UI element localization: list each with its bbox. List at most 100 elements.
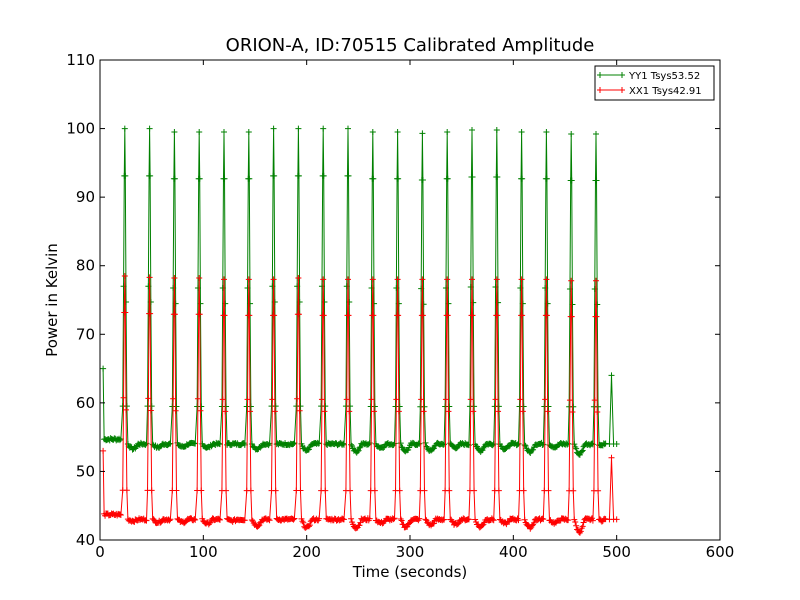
- data-point-marker: [171, 175, 178, 182]
- data-point-marker: [196, 311, 203, 318]
- data-point-marker: [489, 516, 496, 523]
- data-point-marker: [593, 277, 599, 284]
- data-point-marker: [100, 365, 107, 372]
- data-point-marker: [171, 311, 178, 318]
- data-point-marker: [216, 516, 223, 523]
- data-point-marker: [519, 312, 526, 319]
- data-point-marker: [495, 408, 502, 415]
- data-point-marker: [469, 276, 475, 283]
- data-point-marker: [368, 396, 375, 403]
- data-point-marker: [444, 312, 451, 319]
- data-point-marker: [371, 487, 378, 494]
- data-point-marker: [196, 129, 203, 135]
- data-point-marker: [295, 275, 302, 282]
- data-point-marker: [299, 518, 306, 525]
- data-point-marker: [398, 517, 405, 524]
- data-point-marker: [540, 441, 547, 448]
- data-point-marker: [444, 276, 451, 283]
- data-point-marker: [121, 125, 128, 132]
- data-point-marker: [390, 516, 397, 523]
- data-point-marker: [469, 312, 476, 319]
- data-point-marker: [369, 276, 376, 283]
- x-tick-label: 300: [396, 543, 425, 561]
- data-point-marker: [579, 447, 586, 454]
- data-point-marker: [480, 444, 487, 451]
- data-point-marker: [371, 408, 378, 415]
- data-point-marker: [576, 529, 583, 536]
- data-point-marker: [591, 286, 598, 293]
- data-point-marker: [247, 403, 254, 410]
- data-point-marker: [419, 176, 426, 183]
- data-point-marker: [290, 516, 297, 523]
- data-point-marker: [295, 172, 302, 179]
- data-point-marker: [493, 276, 500, 283]
- legend-item: YY1 Tsys53.52: [597, 71, 700, 82]
- data-point-marker: [356, 522, 363, 529]
- data-point-marker: [608, 454, 615, 461]
- data-point-marker: [320, 276, 327, 283]
- data-point-marker: [270, 125, 277, 132]
- data-point-marker: [593, 313, 600, 320]
- y-tick-label: 90: [76, 188, 95, 206]
- data-point-marker: [295, 311, 302, 318]
- data-point-marker: [380, 444, 387, 451]
- data-point-marker: [418, 396, 425, 403]
- data-point-marker: [569, 409, 576, 416]
- data-point-marker: [520, 487, 527, 494]
- data-point-marker: [300, 519, 307, 526]
- data-point-marker: [419, 130, 426, 137]
- data-point-marker: [494, 312, 501, 319]
- data-point-marker: [519, 175, 526, 182]
- data-point-marker: [419, 312, 426, 319]
- data-point-marker: [543, 175, 550, 182]
- data-point-marker: [122, 172, 129, 179]
- data-point-marker: [173, 403, 180, 410]
- data-point-marker: [305, 523, 312, 530]
- data-point-marker: [370, 312, 377, 319]
- series-line: [102, 275, 617, 534]
- data-point-marker: [568, 177, 575, 184]
- data-point-marker: [221, 175, 228, 182]
- data-point-marker: [517, 285, 524, 291]
- data-point-marker: [565, 440, 572, 447]
- legend-swatch-marker: [597, 87, 603, 93]
- data-point-marker: [442, 285, 449, 291]
- data-point-marker: [422, 516, 429, 523]
- data-point-marker: [346, 408, 353, 415]
- data-point-marker: [320, 172, 327, 179]
- data-point-marker: [566, 397, 573, 404]
- data-point-marker: [613, 441, 620, 447]
- data-point-marker: [248, 516, 255, 523]
- data-point-marker: [347, 403, 354, 410]
- legend-swatch-marker: [619, 72, 625, 78]
- data-point-marker: [591, 397, 598, 404]
- data-point-marker: [320, 125, 327, 132]
- data-point-marker: [395, 312, 402, 319]
- data-point-marker: [121, 273, 128, 279]
- data-point-marker: [366, 515, 373, 522]
- data-point-marker: [198, 403, 205, 410]
- series-xx1: [100, 273, 620, 536]
- data-point-marker: [472, 516, 479, 523]
- data-point-marker: [391, 515, 398, 522]
- data-point-marker: [123, 406, 130, 413]
- data-point-marker: [247, 408, 254, 415]
- data-point-marker: [347, 487, 354, 494]
- data-point-marker: [146, 274, 153, 281]
- data-point-marker: [490, 517, 497, 524]
- data-point-marker: [348, 515, 355, 522]
- data-point-marker: [572, 518, 579, 525]
- x-tick-label: 600: [706, 543, 735, 561]
- data-point-marker: [422, 439, 429, 446]
- data-point-marker: [539, 515, 546, 522]
- data-point-marker: [297, 403, 304, 410]
- x-axis-label: Time (seconds): [352, 563, 468, 581]
- data-point-marker: [613, 516, 620, 523]
- legend: YY1 Tsys53.52 XX1 Tsys42.91: [594, 65, 715, 101]
- data-point-marker: [515, 517, 522, 524]
- data-point-marker: [120, 283, 127, 290]
- data-point-marker: [568, 277, 575, 284]
- data-point-marker: [441, 441, 448, 448]
- y-tick-label: 110: [66, 51, 95, 69]
- data-point-marker: [396, 403, 403, 410]
